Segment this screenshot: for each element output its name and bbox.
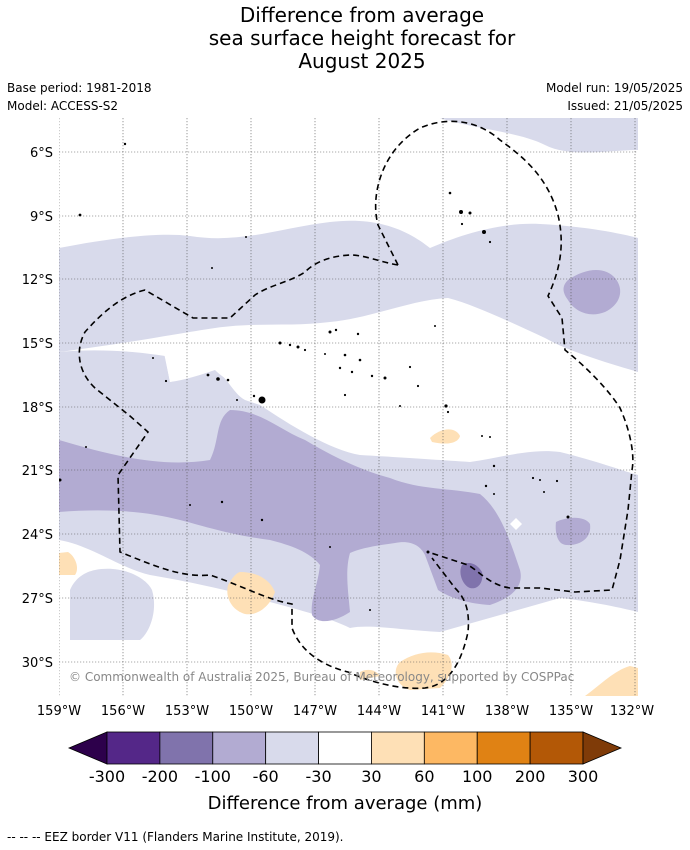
anomaly-fill-minus-100-200 [460,562,483,589]
run-info: Model run: 19/05/2025 Issued: 21/05/2025 [546,79,683,115]
colorbar-bin [371,731,425,765]
colorbar-tick-label: 30 [361,767,381,786]
colorbar-tick-label: -60 [253,767,279,786]
lon-tick-label: 144°W [357,704,401,719]
colorbar-bin [476,731,531,765]
title-line-2: sea surface height forecast for [208,26,516,50]
colorbar-label: Difference from average (mm) [208,793,483,814]
lat-tick-label: 30°S [22,656,53,671]
eez-border [78,120,634,690]
colorbar-tick-label: 200 [515,767,546,786]
colorbar-bin [212,731,267,765]
colorbar: -300 -200 -100 -60 -30 30 60 100 200 300 Differen… [67,731,623,814]
colorbar-bin [318,731,372,765]
lon-tick-label: 156°W [101,704,145,719]
lat-tick-label: 27°S [22,592,53,607]
model-info: Base period: 1981-2018 Model: ACCESS-S2 [7,79,152,115]
colorbar-tick-label: -300 [89,767,125,786]
base-period: Base period: 1981-2018 [7,81,152,95]
lon-tick-label: 147°W [293,704,337,719]
lat-tick-label: 12°S [22,273,53,288]
title-line-1: Difference from average [239,3,485,27]
lat-gridlines [59,151,638,663]
title-line-3: August 2025 [298,49,426,73]
eez-legend-note: -- -- -- EEZ border V11 (Flanders Marine… [7,830,344,844]
lon-tick-label: 138°W [485,704,529,719]
copyright-notice: © Commonwealth of Australia 2025, Bureau… [69,670,574,684]
colorbar-over-arrow [582,731,623,765]
colorbar-tick-label: -200 [142,767,178,786]
map-plot-area: © Commonwealth of Australia 2025, Bureau… [59,118,638,696]
model-name: Model: ACCESS-S2 [7,99,119,113]
islands [59,142,570,611]
colorbar-bin [529,731,584,765]
colorbar-tick-label: 100 [462,767,493,786]
model-run: Model run: 19/05/2025 [545,81,683,95]
colorbar-under-arrow [67,731,108,765]
lat-tick-label: 21°S [22,464,53,479]
lon-tick-labels: 159°W 156°W 153°W 150°W 147°W 144°W 141°… [37,704,654,719]
lon-tick-label: 150°W [229,704,273,719]
lat-tick-label: 6°S [30,146,53,161]
near-average-regions [163,340,638,530]
lon-tick-label: 132°W [610,704,654,719]
lat-tick-label: 15°S [22,337,53,352]
lat-tick-label: 24°S [22,528,53,543]
lon-tick-label: 141°W [421,704,465,719]
colorbar-bin [106,731,161,765]
lat-tick-label: 9°S [30,210,53,225]
lat-tick-label: 18°S [22,401,53,416]
lon-tick-label: 159°W [37,704,81,719]
lon-tick-label: 153°W [165,704,209,719]
lon-gridlines [59,118,636,696]
colorbar-tick-label: -30 [305,767,331,786]
lat-tick-labels: 6°S 9°S 12°S 15°S 18°S 21°S 24°S 27°S 30… [22,146,53,671]
issued-date: Issued: 21/05/2025 [567,99,683,113]
map-title: Difference from average sea surface heig… [0,4,690,73]
anomaly-fill-minus-60-100 [59,269,621,622]
colorbar-bin [265,731,319,765]
lon-tick-label: 135°W [549,704,593,719]
colorbar-tick-label: 300 [568,767,599,786]
colorbar-tick-label: 60 [414,767,434,786]
colorbar-bin [423,731,478,765]
colorbar-tick-label: -100 [195,767,231,786]
colorbar-bin [159,731,214,765]
